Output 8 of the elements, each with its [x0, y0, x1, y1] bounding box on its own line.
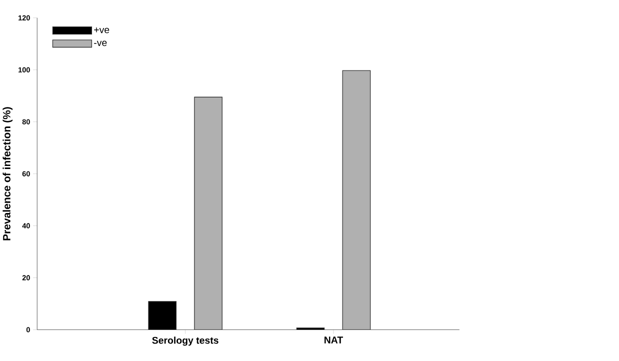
x-tick-label: NAT	[324, 336, 344, 344]
bar	[148, 301, 177, 330]
bar	[342, 70, 371, 330]
x-tick-label: Serology tests	[152, 336, 218, 346]
y-axis-title: Prevalence of infection (%)	[2, 107, 13, 241]
legend-label: -ve	[94, 40, 107, 46]
legend-label: +ve	[94, 28, 110, 34]
bar	[194, 97, 222, 330]
